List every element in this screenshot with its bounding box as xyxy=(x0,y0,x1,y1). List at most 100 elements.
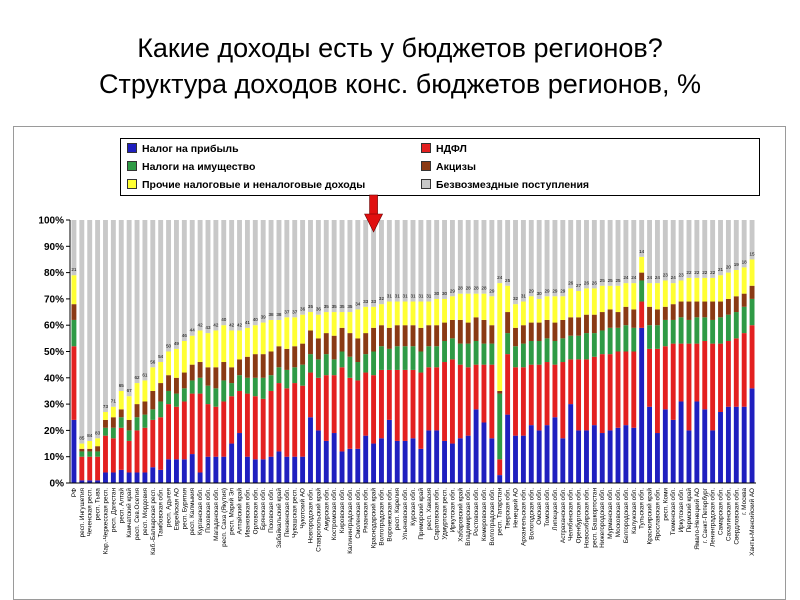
value-label-56: 32 xyxy=(513,296,519,301)
x-tick-label-62: Астраханская обл. xyxy=(559,488,567,543)
bar-segment-property-tax-46 xyxy=(434,346,440,368)
value-label-12: 50 xyxy=(166,344,172,349)
bar-segment-other-revenue-10 xyxy=(150,367,156,391)
bar-segment-excise-41 xyxy=(394,325,400,347)
bar-segment-transfers-59 xyxy=(536,220,542,299)
x-tick-label-53: Волгоградская обл. xyxy=(488,488,496,546)
chart-legend: Налог на прибыль НДФЛ Налоги на имуществ… xyxy=(120,138,760,196)
x-tick-label-24: Брянская обл. xyxy=(259,488,267,530)
bar-segment-transfers-30 xyxy=(308,220,313,313)
bar-segment-transfers-14 xyxy=(181,220,187,341)
bar-segment-other-revenue-23 xyxy=(252,325,258,355)
bar-segment-ndfl-35 xyxy=(347,377,353,449)
bar-segment-other-revenue-13 xyxy=(174,348,179,378)
bar-segment-other-revenue-5 xyxy=(110,406,116,418)
bar-segment-property-tax-83 xyxy=(725,314,731,341)
value-label-55: 25 xyxy=(505,278,511,283)
value-label-7: 67 xyxy=(127,388,133,393)
bar-segment-excise-30 xyxy=(308,330,313,355)
bar-segment-property-tax-39 xyxy=(379,346,384,370)
bar-segment-other-revenue-60 xyxy=(544,296,550,320)
bar-segment-excise-0 xyxy=(71,304,77,320)
value-label-8: 62 xyxy=(134,375,140,380)
x-tick-label-1: респ. Ингушетия xyxy=(79,487,86,537)
bar-segment-excise-53 xyxy=(489,325,495,344)
bar-segment-profit-tax-47 xyxy=(442,440,447,483)
bar-segment-ndfl-27 xyxy=(284,388,290,457)
marker-arrow-icon xyxy=(364,194,384,233)
x-tick-label-72: Тульская обл. xyxy=(638,488,646,529)
bar-segment-excise-46 xyxy=(434,325,440,347)
bar-segment-profit-tax-18 xyxy=(213,456,219,483)
bar-segment-other-revenue-8 xyxy=(134,383,140,405)
x-tick-label-22: Ивановская обл. xyxy=(243,488,251,537)
bar-segment-property-tax-34 xyxy=(339,351,345,368)
bar-segment-ndfl-20 xyxy=(229,396,235,444)
bar-segment-property-tax-50 xyxy=(465,343,471,368)
bar-segment-transfers-34 xyxy=(339,220,345,313)
bar-segment-other-revenue-82 xyxy=(718,275,723,302)
bar-segment-other-revenue-6 xyxy=(118,390,124,410)
bar-segment-excise-78 xyxy=(686,301,692,320)
bar-segment-other-revenue-4 xyxy=(103,411,108,420)
bar-segment-excise-26 xyxy=(276,346,282,368)
bar-segment-other-revenue-67 xyxy=(599,285,605,313)
bar-segment-property-tax-3 xyxy=(95,451,101,457)
x-tick-label-37: Рязанская обл. xyxy=(362,488,370,533)
bar-segment-transfers-24 xyxy=(260,220,266,323)
bar-segment-property-tax-47 xyxy=(442,340,447,363)
bar-segment-property-tax-73 xyxy=(647,325,652,349)
bar-segment-ndfl-67 xyxy=(599,354,605,434)
x-tick-label-23: Орловская обл. xyxy=(251,488,259,535)
bar-segment-excise-42 xyxy=(402,325,408,347)
value-label-69: 25 xyxy=(615,278,621,283)
bar-segment-excise-37 xyxy=(363,333,369,355)
bar-segment-property-tax-9 xyxy=(142,414,148,428)
bar-segment-transfers-45 xyxy=(426,220,432,302)
bar-segment-excise-8 xyxy=(134,404,140,418)
bar-segment-property-tax-20 xyxy=(229,383,235,397)
bar-segment-ndfl-43 xyxy=(410,369,416,439)
bar-segment-transfers-35 xyxy=(347,220,353,313)
x-tick-label-78: Пермский край xyxy=(685,488,693,533)
legend-item-other-revenue: Прочие налоговые и неналоговые доходы xyxy=(127,179,365,191)
bar-segment-property-tax-55 xyxy=(505,333,511,355)
bar-segment-property-tax-68 xyxy=(607,327,613,355)
value-label-73: 24 xyxy=(647,275,653,280)
legend-item-profit-tax: Налог на прибыль xyxy=(127,143,239,155)
bar-segment-transfers-52 xyxy=(481,220,487,294)
bar-segment-other-revenue-80 xyxy=(702,277,708,302)
value-label-63: 26 xyxy=(568,280,574,285)
bar-segment-excise-40 xyxy=(386,327,392,349)
x-tick-label-61: Липецкая обл. xyxy=(551,488,559,531)
bar-segment-other-revenue-30 xyxy=(308,312,313,331)
bar-segment-ndfl-54 xyxy=(497,459,503,476)
value-label-80: 22 xyxy=(702,270,708,275)
bar-segment-other-revenue-53 xyxy=(489,296,495,326)
bar-segment-excise-9 xyxy=(142,401,148,415)
bar-segment-ndfl-42 xyxy=(402,369,408,441)
x-tick-label-70: Белгородская обл. xyxy=(622,488,630,543)
bar-segment-transfers-75 xyxy=(662,220,668,281)
x-tick-label-52: Кемеровская обл. xyxy=(480,488,488,541)
value-label-1: 85 xyxy=(79,436,85,441)
bar-segment-ndfl-73 xyxy=(647,348,652,407)
bar-segment-ndfl-81 xyxy=(710,343,716,431)
bar-segment-property-tax-14 xyxy=(181,388,187,402)
bar-segment-ndfl-30 xyxy=(308,372,313,418)
bar-segment-property-tax-36 xyxy=(355,362,361,381)
bar-segment-property-tax-38 xyxy=(371,351,377,376)
x-tick-label-51: Ростовская обл. xyxy=(472,488,480,536)
bar-segment-ndfl-63 xyxy=(568,359,574,405)
value-label-30: 35 xyxy=(308,304,314,309)
bar-segment-ndfl-13 xyxy=(174,406,179,460)
x-tick-label-36: Смоленская обл. xyxy=(354,488,362,539)
bar-segment-ndfl-44 xyxy=(418,372,424,449)
bar-segment-profit-tax-5 xyxy=(110,472,116,483)
bar-segment-excise-34 xyxy=(339,327,345,352)
bar-segment-property-tax-24 xyxy=(260,377,266,399)
bar-segment-profit-tax-81 xyxy=(710,430,716,483)
bar-segment-excise-16 xyxy=(197,362,203,378)
bar-segment-profit-tax-49 xyxy=(457,438,463,483)
value-label-68: 25 xyxy=(608,278,614,283)
